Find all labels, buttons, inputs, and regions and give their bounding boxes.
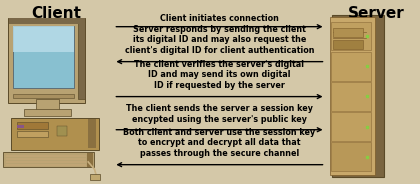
Bar [90, 174, 100, 180]
Bar [87, 153, 93, 167]
Bar [6, 161, 86, 163]
Bar [331, 82, 371, 111]
Bar [9, 18, 85, 24]
Bar [332, 15, 384, 177]
Bar [13, 94, 74, 98]
Text: Client: Client [32, 6, 82, 21]
Text: Server responds by sending the client
its digital ID and may also request the
cl: Server responds by sending the client it… [125, 25, 314, 55]
Bar [331, 52, 371, 81]
Bar [24, 109, 71, 116]
Bar [17, 131, 48, 137]
Bar [333, 28, 363, 37]
Text: The client sends the server a session key
encypted using the server's public key: The client sends the server a session ke… [126, 105, 313, 124]
Bar [57, 126, 67, 136]
Text: Both client and server use the session key
to encrypt and decrypt all data that
: Both client and server use the session k… [123, 128, 315, 158]
Bar [13, 26, 74, 52]
Text: The client verifies the server's digital
ID and may send its own digital
ID if r: The client verifies the server's digital… [134, 60, 304, 90]
Bar [88, 119, 96, 148]
Text: Server: Server [347, 6, 404, 21]
Bar [17, 125, 24, 128]
Bar [13, 26, 74, 88]
Bar [36, 99, 59, 110]
Bar [331, 22, 371, 50]
Bar [6, 158, 86, 160]
Bar [331, 142, 371, 171]
Bar [330, 17, 375, 175]
Bar [78, 22, 85, 99]
Text: Client initiates connection: Client initiates connection [160, 14, 279, 23]
Bar [10, 118, 99, 150]
Bar [333, 40, 363, 49]
Bar [8, 18, 85, 103]
Bar [331, 112, 371, 141]
Bar [6, 155, 86, 157]
Bar [6, 164, 86, 166]
Bar [3, 152, 94, 167]
Bar [17, 122, 48, 129]
